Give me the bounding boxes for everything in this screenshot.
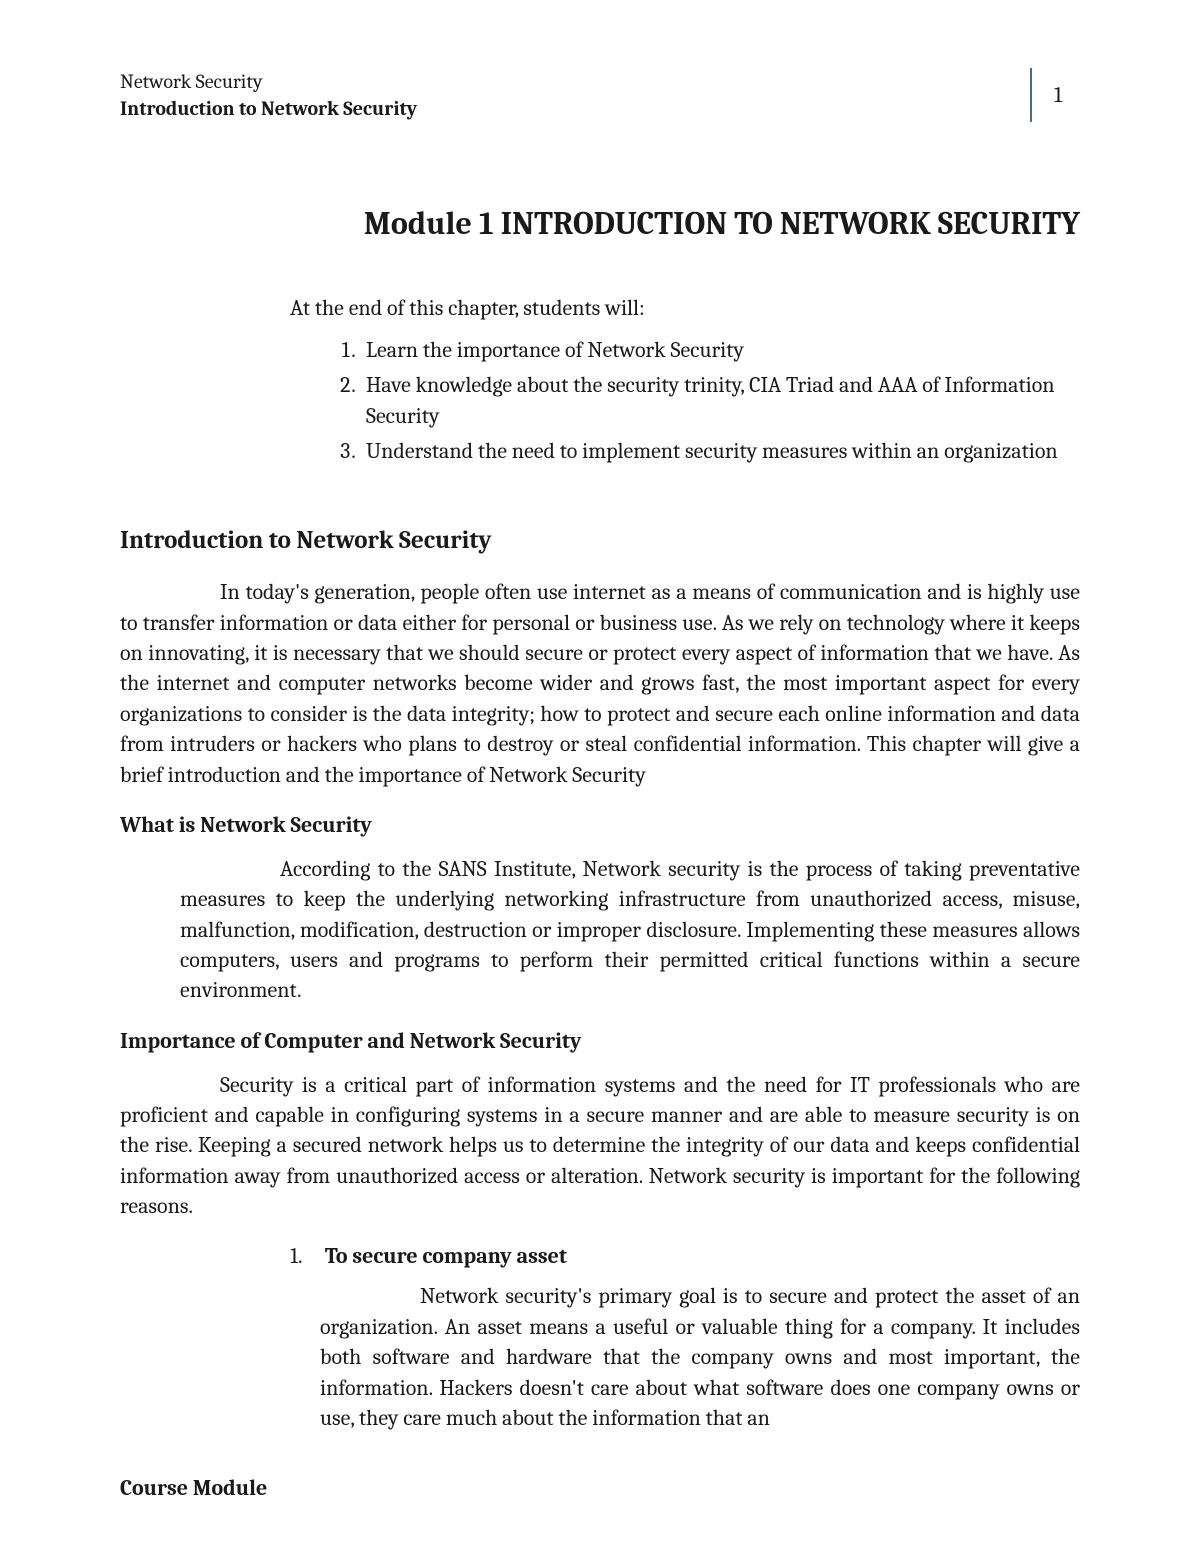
header-document-title: Introduction to Network Security [120, 95, 417, 122]
importance-paragraph: Security is a critical part of informati… [120, 1070, 1080, 1222]
footer-course-module-label: Course Module [120, 1475, 267, 1501]
reason-title: To secure company asset [325, 1243, 567, 1269]
page-header: Network Security Introduction to Network… [120, 68, 1080, 122]
page-number: 1 [1030, 68, 1080, 122]
reason-block: 1. To secure company asset Network secur… [290, 1243, 1080, 1433]
section-heading-intro: Introduction to Network Security [120, 526, 1080, 555]
whatis-paragraph: According to the SANS Institute, Network… [180, 854, 1080, 1006]
objectives-list: Learn the importance of Network Security… [332, 335, 1080, 466]
objectives-intro: At the end of this chapter, students wil… [290, 295, 1080, 321]
header-course-name: Network Security [120, 68, 417, 95]
reason-heading: 1. To secure company asset [290, 1243, 1080, 1269]
page: Network Security Introduction to Network… [0, 0, 1200, 1473]
subsection-heading-whatis: What is Network Security [120, 812, 1080, 838]
header-left-block: Network Security Introduction to Network… [120, 68, 417, 122]
subsection-heading-importance: Importance of Computer and Network Secur… [120, 1028, 1080, 1054]
reason-number: 1. [290, 1243, 320, 1269]
objective-item: Learn the importance of Network Security [360, 335, 1080, 366]
objective-item: Have knowledge about the security trinit… [360, 370, 1080, 432]
module-title: Module 1 INTRODUCTION TO NETWORK SECURIT… [290, 202, 1080, 245]
intro-paragraph: In today's generation, people often use … [120, 577, 1080, 790]
reason-body: Network security's primary goal is to se… [320, 1281, 1080, 1433]
objective-item: Understand the need to implement securit… [360, 436, 1080, 467]
